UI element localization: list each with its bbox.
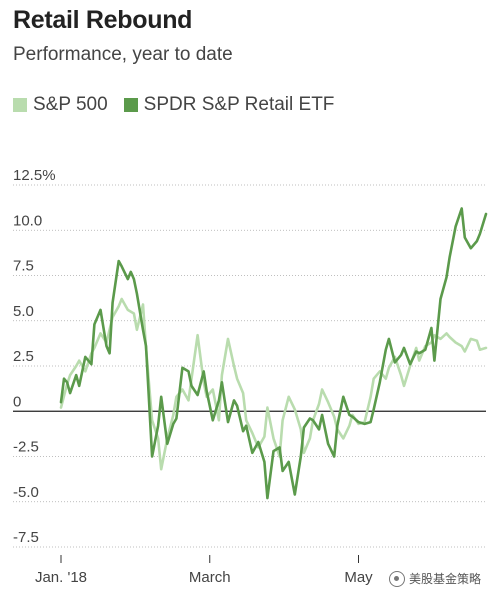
- y-axis: 12.5% 10.0 7.5 5.0 2.5 0 -2.5 -5.0 -7.5: [13, 167, 56, 546]
- series-line-sp500: [59, 297, 488, 471]
- y-tick-label-7: -5.0: [13, 484, 39, 501]
- y-tick-label-2: 7.5: [13, 258, 34, 275]
- legend-swatch-sp500: [13, 98, 27, 112]
- legend: S&P 500 SPDR S&P Retail ETF: [13, 94, 350, 116]
- chart-title: Retail Rebound: [13, 6, 193, 34]
- x-tick-label-2: May: [344, 569, 373, 586]
- legend-item-sp500: S&P 500: [13, 94, 108, 116]
- y-tick-label-4: 2.5: [13, 348, 34, 365]
- y-tick-label-6: -2.5: [13, 439, 39, 456]
- watermark-text: 美股基金策略: [409, 572, 482, 586]
- y-tick-label-3: 5.0: [13, 303, 34, 320]
- wechat-icon: [389, 570, 405, 587]
- legend-item-retail-etf: SPDR S&P Retail ETF: [123, 94, 335, 116]
- grid-lines: [13, 184, 486, 548]
- y-tick-label-0: 12.5%: [13, 167, 56, 184]
- legend-label-retail-etf: SPDR S&P Retail ETF: [143, 94, 335, 115]
- y-tick-label-5: 0: [13, 393, 21, 410]
- series-lines: [59, 207, 488, 500]
- x-axis: Jan. '18 March May: [35, 555, 373, 586]
- series-line-retail-etf: [59, 207, 488, 500]
- x-tick-label-0: Jan. '18: [35, 569, 87, 586]
- y-tick-label-8: -7.5: [13, 529, 39, 546]
- x-tick-label-1: March: [189, 569, 231, 586]
- legend-label-sp500: S&P 500: [33, 94, 108, 115]
- legend-swatch-retail-etf: [123, 98, 138, 112]
- y-tick-label-1: 10.0: [13, 212, 42, 229]
- chart-subtitle: Performance, year to date: [13, 44, 233, 65]
- watermark: 美股基金策略: [389, 570, 481, 587]
